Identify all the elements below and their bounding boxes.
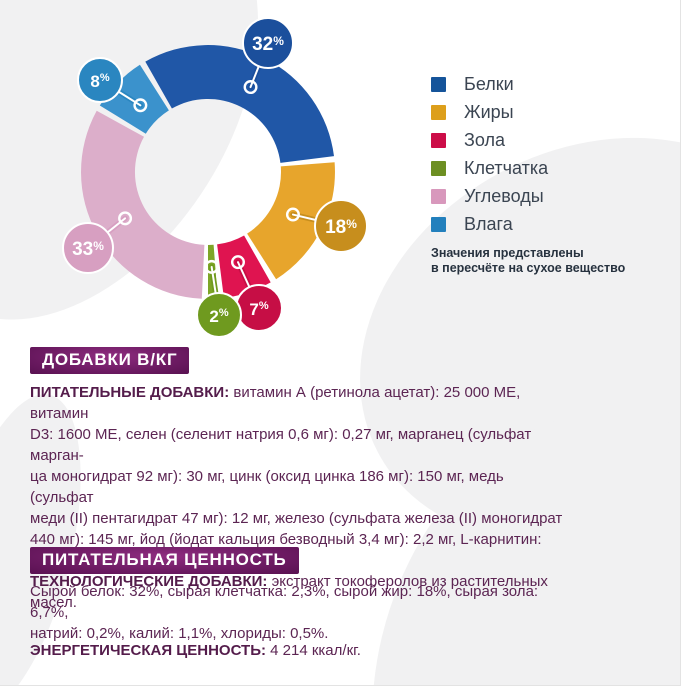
legend-swatch: [431, 217, 446, 232]
legend-swatch: [431, 189, 446, 204]
technological-additives-label: ТЕХНОЛОГИЧЕСКИЕ ДОБАВКИ:: [30, 573, 268, 590]
leader-dot: [204, 259, 219, 274]
percent-bubble-Клетчатка: [196, 292, 242, 338]
percent-bubble-Белки: [242, 17, 294, 69]
legend-label: Жиры: [464, 102, 514, 122]
leader-dot: [243, 80, 258, 95]
percent-bubble-value: 18%: [325, 217, 357, 238]
technological-additives-text: экстракт токоферолов из растительных мас…: [30, 573, 548, 611]
percent-bubble-Углеводы: [62, 222, 114, 274]
section-header-nutrition: ПИТАТЕЛЬНАЯ ЦЕННОСТЬ: [30, 547, 299, 574]
nutritional-additives-text: витамин А (ретинола ацетат): 25 000 МЕ, …: [30, 384, 563, 569]
legend-label: Зола: [464, 130, 506, 150]
donut-slice-Белки: [145, 45, 334, 163]
legend-item: Клетчатка: [431, 158, 549, 178]
legend-label: Углеводы: [464, 186, 544, 206]
legend-label: Клетчатка: [464, 158, 549, 178]
leader-dot: [118, 211, 133, 226]
legend-label: Влага: [464, 214, 513, 234]
legend-item: Белки: [431, 74, 548, 94]
energy-value-label: ЭНЕРГЕТИЧЕСКАЯ ЦЕННОСТЬ:: [30, 642, 266, 659]
legend-swatch: [431, 133, 446, 148]
nutrition-analysis-paragraph: Сырой белок: 32%, сырая клетчатка: 2,3%,…: [30, 583, 539, 642]
legend-swatch: [431, 105, 446, 120]
percent-bubble-Жиры: [314, 199, 368, 253]
section-header-additives: ДОБАВКИ В/КГ: [30, 347, 190, 374]
energy-value-line: ЭНЕРГЕТИЧЕСКАЯ ЦЕННОСТЬ: 4 214 ккал/кг.: [30, 640, 570, 661]
legend-swatch: [431, 77, 446, 92]
legend-item: Углеводы: [431, 186, 548, 206]
additives-paragraph: ПИТАТЕЛЬНЫЕ ДОБАВКИ: витамин А (ретинола…: [30, 382, 570, 613]
percent-bubble-value: 8%: [90, 72, 109, 91]
legend-item: Зола: [431, 130, 548, 150]
leader-dot: [133, 98, 148, 113]
leader-dot: [285, 207, 300, 222]
percent-bubble-value: 7%: [249, 300, 268, 319]
chart-legend: Белки Жиры Зола Клетчатка Углеводы Влага: [431, 74, 549, 244]
legend-item: Жиры: [431, 102, 548, 122]
percent-bubble-value: 32%: [252, 34, 284, 55]
percent-bubble-value: 33%: [72, 239, 104, 260]
dry-matter-note: Значения представлены в пересчёте на сух…: [431, 246, 626, 275]
percent-bubble-value: 2%: [209, 307, 228, 326]
nutritional-additives-label: ПИТАТЕЛЬНЫЕ ДОБАВКИ:: [30, 384, 230, 401]
legend-swatch: [431, 161, 446, 176]
legend-label: Белки: [464, 74, 514, 94]
nutrient-donut-chart: 32% 18% 7% 2% 33% 8%: [62, 17, 368, 338]
percent-bubble-Влага: [77, 57, 123, 103]
leader-dot: [230, 255, 245, 270]
energy-value-text: 4 214 ккал/кг.: [265, 642, 361, 659]
donut-slice-Зола: [217, 235, 271, 298]
legend-item: Влага: [431, 214, 548, 234]
